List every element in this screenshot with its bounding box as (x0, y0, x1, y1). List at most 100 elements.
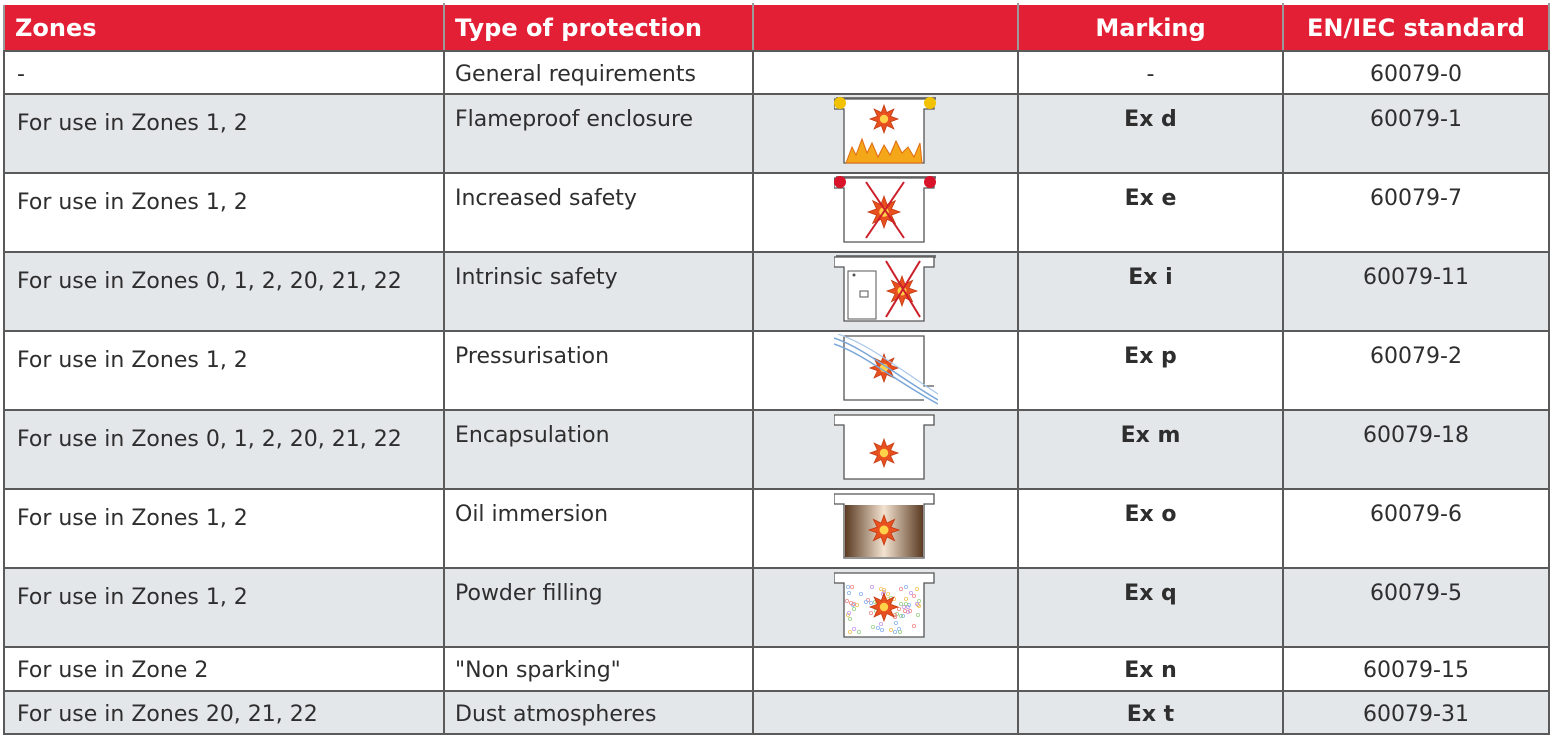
standard-cell: 60079-0 (1282, 50, 1550, 95)
protection-type-text: Dust atmospheres (455, 702, 657, 727)
table-row: For use in Zones 1, 2 Pressurisation Ex p 6… (3, 330, 1550, 411)
marking-text: Ex e (1124, 186, 1177, 211)
flameproof-enclosure-icon (754, 97, 1017, 169)
standard-text: 60079-7 (1370, 186, 1462, 211)
protection-type-cell: General requirements (443, 50, 754, 95)
protection-type-cell: "Non sparking" (443, 646, 754, 692)
standard-cell: 60079-6 (1282, 488, 1550, 569)
zones-text: For use in Zones 1, 2 (17, 348, 248, 373)
header-en-iec-standard: EN/IEC standard (1282, 3, 1550, 52)
increased-safety-icon (754, 176, 1017, 248)
marking-text: Ex m (1120, 423, 1181, 448)
standard-cell: 60079-31 (1282, 690, 1550, 735)
marking-text: Ex o (1124, 502, 1177, 527)
marking-cell: Ex i (1017, 251, 1284, 332)
zones-cell: For use in Zones 0, 1, 2, 20, 21, 22 (3, 409, 445, 490)
protection-type-cell: Pressurisation (443, 330, 754, 411)
header-zones: Zones (3, 3, 445, 52)
zones-cell: - (3, 50, 445, 95)
marking-text: Ex i (1128, 265, 1173, 290)
standard-text: 60079-31 (1363, 702, 1469, 727)
diagram-cell (752, 409, 1019, 490)
marking-cell: Ex p (1017, 330, 1284, 411)
zones-cell: For use in Zones 1, 2 (3, 172, 445, 253)
diagram-cell (752, 330, 1019, 411)
zones-text: For use in Zones 0, 1, 2, 20, 21, 22 (17, 427, 402, 452)
protection-type-text: Intrinsic safety (455, 265, 618, 290)
marking-text: Ex p (1124, 344, 1177, 369)
standard-text: 60079-5 (1370, 581, 1462, 606)
zones-cell: For use in Zones 1, 2 (3, 567, 445, 648)
diagram-cell (752, 646, 1019, 692)
standard-cell: 60079-7 (1282, 172, 1550, 253)
protection-type-cell: Encapsulation (443, 409, 754, 490)
table-row: - General requirements - 60079-0 (3, 50, 1550, 95)
standard-text: 60079-0 (1370, 62, 1462, 87)
standard-cell: 60079-15 (1282, 646, 1550, 692)
marking-cell: Ex m (1017, 409, 1284, 490)
table-row: For use in Zones 0, 1, 2, 20, 21, 22 Intr… (3, 251, 1550, 332)
protection-type-text: Powder filling (455, 581, 603, 606)
table-row: For use in Zones 1, 2 Flameproof enclosur… (3, 93, 1550, 174)
table-row: For use in Zones 1, 2 Oil immersion Ex o 60… (3, 488, 1550, 569)
table-header-row: Zones Type of protection Marking EN/IEC … (3, 3, 1550, 52)
diagram-cell (752, 93, 1019, 174)
marking-cell: - (1017, 50, 1284, 95)
zones-text: For use in Zones 20, 21, 22 (17, 702, 318, 727)
standard-text: 60079-11 (1363, 265, 1469, 290)
protection-type-text: General requirements (455, 62, 696, 87)
standard-text: 60079-1 (1370, 107, 1462, 132)
marking-text: Ex d (1124, 107, 1177, 132)
zones-cell: For use in Zone 2 (3, 646, 445, 692)
standard-text: 60079-15 (1363, 658, 1469, 683)
diagram-cell (752, 690, 1019, 735)
zones-cell: For use in Zones 1, 2 (3, 93, 445, 174)
standard-text: 60079-2 (1370, 344, 1462, 369)
protection-type-cell: Oil immersion (443, 488, 754, 569)
standard-cell: 60079-18 (1282, 409, 1550, 490)
pressurisation-icon (754, 334, 1017, 406)
standard-cell: 60079-11 (1282, 251, 1550, 332)
header-marking: Marking (1017, 3, 1284, 52)
diagram-cell (752, 251, 1019, 332)
marking-cell: Ex q (1017, 567, 1284, 648)
zones-text: For use in Zones 1, 2 (17, 111, 248, 136)
marking-text: Ex t (1126, 702, 1175, 727)
zones-text: For use in Zones 1, 2 (17, 585, 248, 610)
zones-text: For use in Zone 2 (17, 658, 209, 683)
protection-type-cell: Flameproof enclosure (443, 93, 754, 174)
zones-text: - (17, 62, 25, 87)
standard-text: 60079-18 (1363, 423, 1469, 448)
protection-type-cell: Intrinsic safety (443, 251, 754, 332)
zones-cell: For use in Zones 20, 21, 22 (3, 690, 445, 735)
diagram-cell (752, 50, 1019, 95)
marking-cell: Ex e (1017, 172, 1284, 253)
intrinsic-safety-icon (754, 255, 1017, 327)
oil-immersion-icon (754, 492, 1017, 564)
header-icon (752, 3, 1019, 52)
table-row: For use in Zones 1, 2 Increased safety Ex … (3, 172, 1550, 253)
protection-type-cell: Powder filling (443, 567, 754, 648)
protection-table-container: Zones Type of protection Marking EN/IEC … (3, 3, 1550, 739)
marking-cell: Ex n (1017, 646, 1284, 692)
marking-cell: Ex d (1017, 93, 1284, 174)
zones-cell: For use in Zones 1, 2 (3, 330, 445, 411)
diagram-cell (752, 488, 1019, 569)
zones-text: For use in Zones 1, 2 (17, 506, 248, 531)
marking-text: Ex n (1124, 658, 1177, 683)
marking-cell: Ex o (1017, 488, 1284, 569)
marking-cell: Ex t (1017, 690, 1284, 735)
table-row: For use in Zone 2 "Non sparking" Ex n 60079… (3, 646, 1550, 692)
protection-type-text: Pressurisation (455, 344, 610, 369)
diagram-cell (752, 172, 1019, 253)
standard-cell: 60079-5 (1282, 567, 1550, 648)
table-row: For use in Zones 0, 1, 2, 20, 21, 22 Enca… (3, 409, 1550, 490)
protection-type-text: Increased safety (455, 186, 637, 211)
standard-text: 60079-6 (1370, 502, 1462, 527)
header-type-of-protection: Type of protection (443, 3, 754, 52)
standard-cell: 60079-1 (1282, 93, 1550, 174)
marking-text: Ex q (1124, 581, 1177, 606)
encapsulation-icon (754, 413, 1017, 485)
marking-text: - (1146, 62, 1155, 87)
protection-type-text: Oil immersion (455, 502, 609, 527)
